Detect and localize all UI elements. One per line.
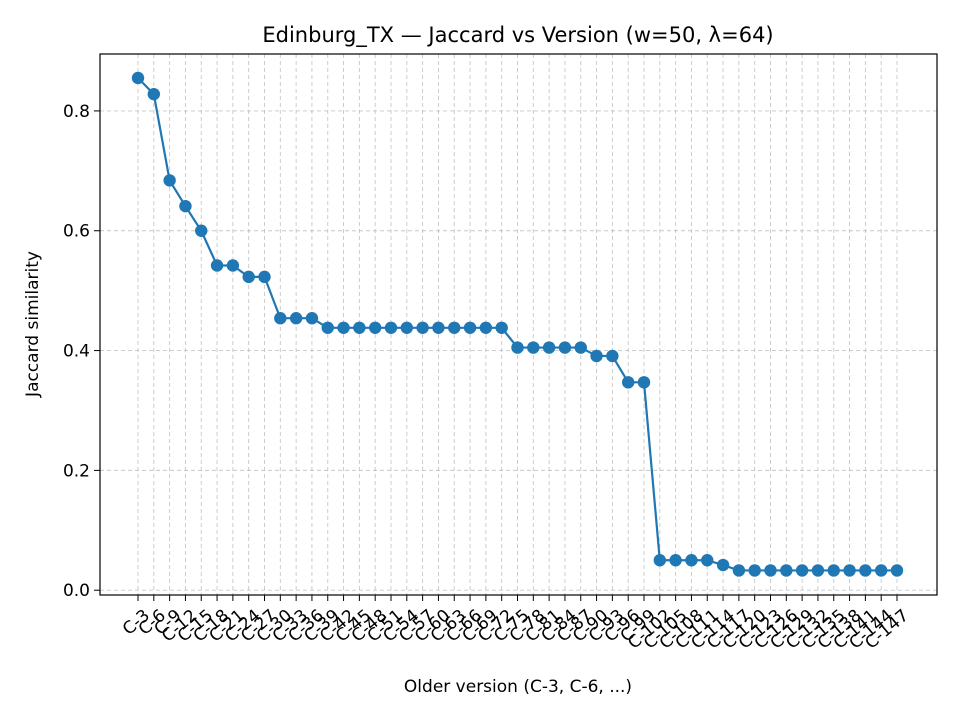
y-tick-label: 0.2: [63, 461, 90, 481]
plot-frame: [99, 53, 938, 596]
x-axis-label: Older version (C-3, C-6, ...): [404, 677, 632, 697]
data-point: [527, 341, 540, 354]
data-point: [701, 554, 714, 567]
data-point: [274, 312, 287, 325]
data-point: [416, 321, 429, 334]
data-point: [448, 321, 461, 334]
data-point: [874, 564, 888, 577]
data-point: [748, 564, 761, 577]
data-point: [226, 259, 240, 272]
data-point: [210, 259, 224, 272]
data-point: [653, 554, 667, 567]
y-axis-ticks: 0.0 0.2 0.4 0.6 0.8: [63, 102, 100, 601]
data-point: [511, 341, 524, 354]
y-tick-label: 0.0: [63, 581, 90, 601]
data-point: [432, 321, 445, 334]
data-point: [479, 321, 493, 334]
y-axis-label: Jaccard similarity: [23, 251, 43, 398]
data-point: [542, 341, 556, 354]
data-point: [890, 564, 904, 577]
data-point: [637, 376, 651, 389]
data-point: [621, 376, 635, 389]
data-point: [764, 564, 777, 577]
data-point: [716, 558, 730, 572]
data-point: [463, 321, 477, 334]
y-tick-label: 0.8: [63, 102, 90, 122]
data-point: [321, 321, 334, 334]
data-point: [574, 341, 587, 354]
chart-title: Edinburg_TX — Jaccard vs Version (w=50, …: [262, 23, 773, 48]
data-point: [495, 321, 508, 334]
data-point: [400, 321, 414, 334]
data-point: [147, 87, 161, 101]
data-point: [195, 224, 208, 237]
data-point: [606, 349, 619, 363]
data-point: [827, 564, 840, 577]
y-tick-label: 0.6: [63, 222, 90, 242]
data-point: [669, 554, 682, 567]
data-point: [811, 564, 825, 577]
data-point: [859, 564, 872, 577]
data-point: [289, 312, 303, 325]
y-tick-label: 0.4: [63, 342, 90, 362]
series-jaccard: [131, 71, 904, 577]
data-point: [590, 349, 603, 363]
grid: [100, 54, 937, 595]
data-point: [179, 199, 192, 213]
data-point: [384, 321, 398, 334]
data-point: [685, 554, 698, 567]
data-point: [258, 270, 271, 284]
data-point: [353, 321, 366, 334]
data-point: [795, 564, 809, 577]
data-point: [843, 564, 856, 577]
data-point: [305, 312, 319, 325]
data-point: [368, 321, 382, 334]
data-point: [780, 564, 793, 577]
data-point: [558, 341, 572, 354]
data-point: [163, 174, 176, 187]
data-point: [337, 321, 350, 334]
data-point: [131, 71, 145, 85]
x-axis-ticks: C-3C-6C-9C-12C-15C-18C-21C-24C-27C-30C-3…: [119, 595, 913, 653]
data-point: [242, 270, 255, 284]
data-point: [732, 564, 746, 577]
